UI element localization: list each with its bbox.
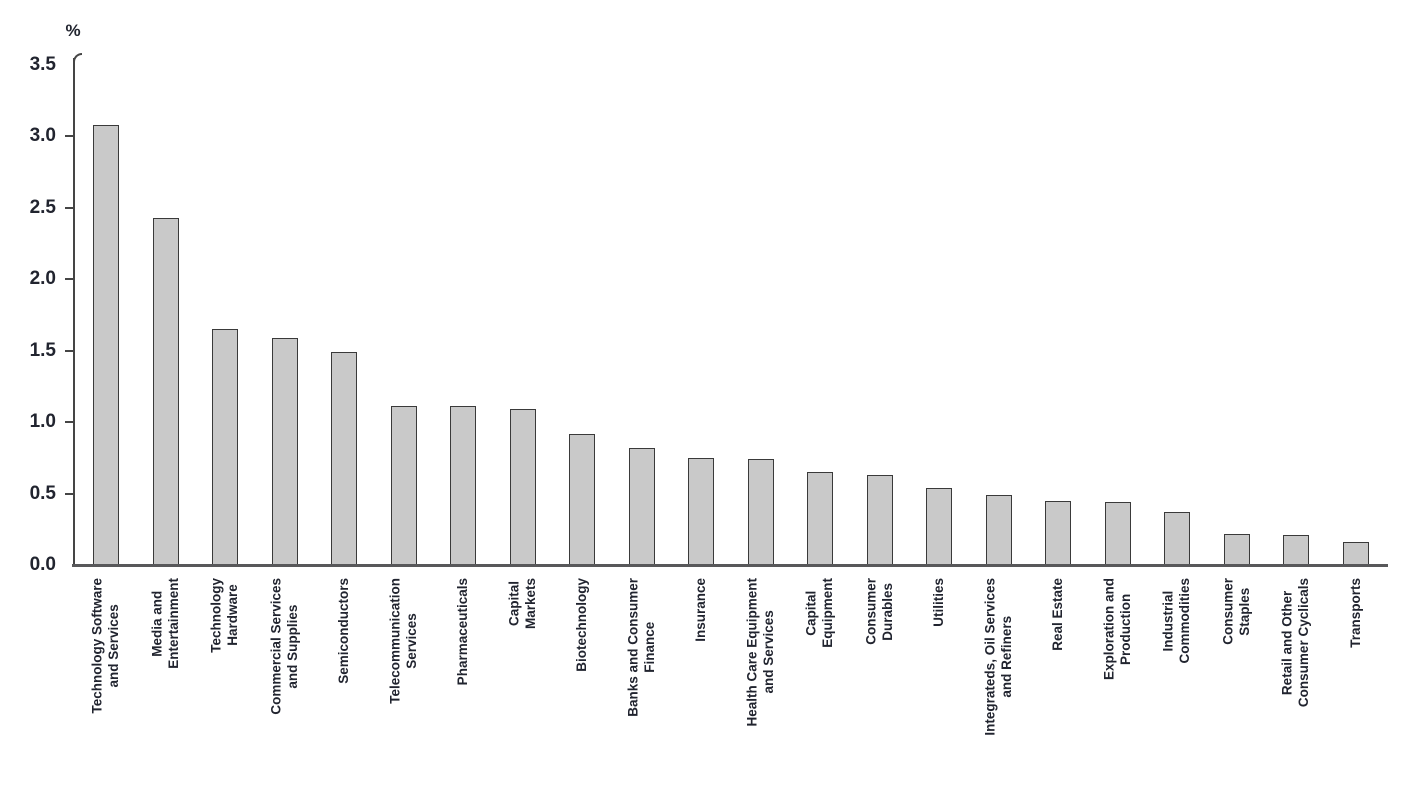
bar (807, 472, 833, 567)
bar (628, 447, 655, 567)
y-axis-tick-label: 1.0 (29, 411, 56, 433)
bar (1223, 533, 1250, 567)
x-axis-label: Technology Software and Services (89, 578, 122, 714)
bar (509, 409, 536, 567)
x-axis-label: Technology Hardware (208, 578, 241, 653)
y-axis-tick (65, 135, 74, 138)
bar (985, 495, 1012, 567)
bar (331, 352, 357, 567)
x-axis-label: Transports (1347, 578, 1363, 648)
x-axis-label: Insurance (692, 578, 708, 642)
x-axis-label: Consumer Durables (863, 578, 895, 645)
y-axis-tick-label: 0.0 (29, 554, 56, 575)
y-axis-unit-label: % (65, 21, 81, 40)
x-axis-label: Telecommunication Services (387, 578, 419, 704)
x-axis-label: Utilities (930, 578, 946, 627)
bar (926, 487, 952, 567)
bar (1283, 535, 1309, 567)
y-axis-tick-label: 0.5 (29, 482, 56, 504)
y-axis-line (73, 58, 75, 566)
y-axis-tick-label: 1.5 (29, 339, 56, 361)
x-axis-line (72, 564, 1388, 567)
x-axis-label: Integrateds, Oil Services and Refiners (982, 578, 1014, 736)
bar (450, 406, 476, 567)
y-axis-tick-label: 2.5 (29, 196, 56, 218)
bar (390, 406, 417, 567)
x-axis-label: Retail and Other Consumer Cyclicals (1279, 578, 1312, 708)
y-axis-tick-label: 3.5 (29, 54, 56, 75)
bar (212, 329, 238, 567)
x-axis-label: Capital Markets (506, 578, 538, 630)
bar (747, 459, 774, 567)
x-axis-label: Semiconductors (335, 578, 351, 684)
bar (93, 125, 119, 567)
x-axis-label: Industrial Commodities (1160, 578, 1193, 664)
x-axis-label: Health Care Equipment and Services (744, 578, 776, 727)
bar (866, 475, 893, 567)
x-axis-label: Commercial Services and Supplies (268, 578, 300, 715)
y-axis-tick (65, 421, 74, 424)
y-axis-tick (65, 206, 74, 209)
bar (688, 457, 714, 567)
bar (1104, 502, 1131, 567)
x-axis-label: Biotechnology (573, 578, 589, 672)
x-axis-label: Capital Equipment (803, 578, 836, 648)
x-axis-label: Pharmaceuticals (454, 578, 470, 686)
x-axis-label: Exploration and Production (1101, 578, 1133, 681)
bar (1164, 512, 1190, 567)
y-axis-tick-label: 2.0 (29, 268, 56, 290)
y-axis-tick-label: 3.0 (29, 125, 56, 147)
x-axis-label: Banks and Consumer Finance (625, 578, 657, 717)
y-axis-tick (65, 278, 74, 281)
y-axis-tick (65, 349, 74, 352)
x-axis-label: Real Estate (1049, 578, 1065, 651)
bar (271, 337, 298, 567)
x-axis-label: Media and Entertainment (149, 578, 181, 669)
x-axis-label: Consumer Staples (1220, 578, 1252, 645)
bar (152, 217, 179, 567)
bar (1045, 500, 1071, 567)
y-axis-tick (65, 492, 74, 495)
bar (569, 433, 595, 567)
